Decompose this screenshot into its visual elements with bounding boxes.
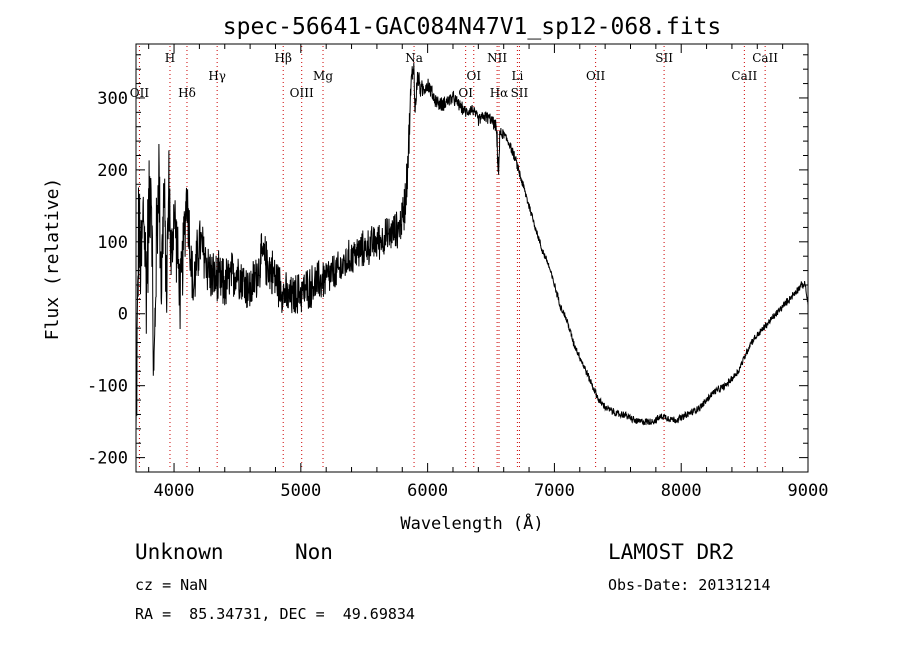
x-tick-label: 8000 [661, 481, 702, 501]
spectral-line-label: Na [405, 51, 423, 65]
y-tick-label: 0 [118, 305, 128, 325]
spectral-line-label: CaII [731, 69, 757, 83]
spectral-lines [138, 46, 766, 470]
y-axis-ticks: -200 -100 0 100 200 300 [87, 54, 808, 469]
y-axis-label: Flux (relative) [42, 178, 63, 341]
chart-title: spec-56641-GAC084N47V1_sp12-068.fits [223, 14, 722, 40]
x-tick-label: 9000 [788, 481, 829, 501]
y-tick-label: 100 [97, 233, 128, 253]
spectral-line-label: CaII [752, 51, 778, 65]
spectrum-series-line [135, 62, 809, 431]
x-axis-ticks: 4000 5000 6000 7000 8000 9000 [148, 44, 829, 501]
x-tick-label: 6000 [407, 481, 448, 501]
spectral-line-label: SII [655, 51, 673, 65]
spectral-line-label: OI [466, 69, 481, 83]
x-axis-label: Wavelength (Å) [400, 512, 543, 534]
observation-date: Obs-Date: 20131214 [608, 576, 771, 594]
spectral-line-label: OII [586, 69, 606, 83]
coordinates: RA = 85.34731, DEC = 49.69834 [135, 605, 415, 623]
x-tick-label: 5000 [280, 481, 321, 501]
plot-frame [135, 43, 809, 473]
spectral-line-label: Hδ [178, 86, 196, 100]
y-tick-label: 200 [97, 161, 128, 181]
spectral-line-label: Mg [313, 69, 333, 83]
spectral-line-label: OI [458, 86, 473, 100]
survey-name: LAMOST DR2 [608, 540, 735, 564]
spectral-line-label: Hα [490, 86, 509, 100]
x-tick-label: 4000 [154, 481, 195, 501]
spectral-line-label: NII [487, 51, 507, 65]
x-tick-label: 7000 [534, 481, 575, 501]
spectral-line-label: OII [130, 86, 150, 100]
y-tick-label: -100 [87, 377, 128, 397]
object-class: Unknown [135, 540, 224, 564]
spectral-line-label: SII [511, 86, 529, 100]
spectral-line-label: H [165, 51, 175, 65]
y-tick-label: 300 [97, 89, 128, 109]
redshift-cz: cz = NaN [135, 576, 208, 594]
spectral-line-label: Li [511, 69, 523, 83]
object-subclass: Non [295, 540, 333, 564]
spectral-line-label: OIII [290, 86, 314, 100]
y-tick-label: -200 [87, 449, 128, 469]
spectral-line-label: Hβ [275, 51, 292, 65]
spectral-line-label: Hγ [208, 69, 226, 83]
